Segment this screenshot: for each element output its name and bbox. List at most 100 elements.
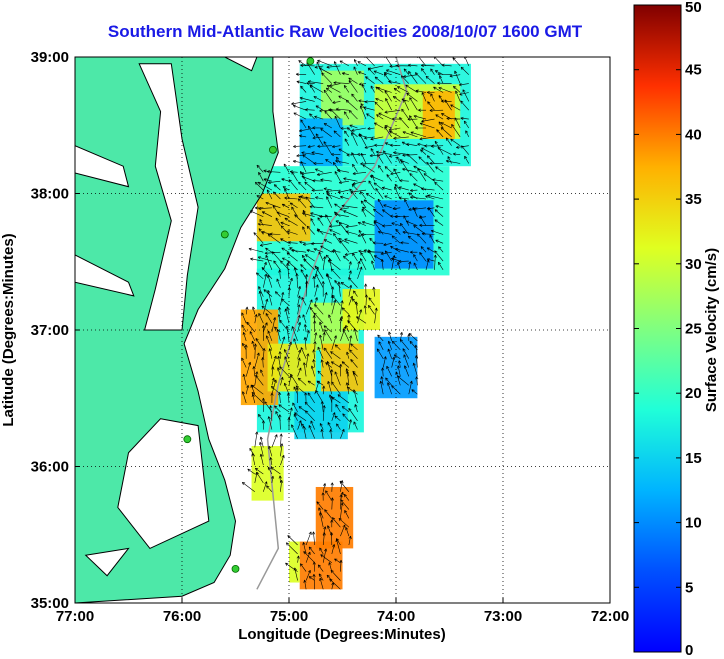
velocity-arrow: [403, 354, 410, 368]
velocity-arrow: [284, 217, 298, 226]
velocity-arrow: [269, 232, 281, 236]
velocity-arrow: [324, 110, 333, 120]
velocity-arrow: [380, 258, 384, 270]
velocity-arrow: [323, 123, 332, 129]
grid-lines: [75, 57, 610, 603]
velocity-arrow: [409, 115, 418, 129]
velocity-arrow: [367, 127, 375, 131]
velocity-arrow: [268, 348, 273, 359]
velocity-cell: [267, 343, 316, 392]
velocity-arrow: [435, 166, 444, 173]
velocity-arrow: [288, 241, 298, 245]
velocity-arrow: [344, 138, 350, 146]
velocity-arrow: [340, 282, 350, 288]
velocity-arrow: [339, 207, 349, 211]
velocity-arrow: [345, 230, 358, 235]
velocity-arrow: [274, 291, 281, 297]
velocity-arrow: [319, 577, 324, 590]
velocity-arrow: [316, 172, 332, 176]
velocity-arrow: [419, 136, 435, 141]
velocity-arrow: [283, 382, 290, 395]
velocity-arrow: [298, 181, 307, 191]
velocity-arrow: [300, 347, 307, 359]
velocity-arrow: [318, 573, 324, 581]
velocity-arrow: [329, 224, 341, 228]
velocity-arrow: [298, 134, 307, 138]
velocity-arrow: [316, 380, 324, 386]
velocity-arrow: [411, 389, 418, 395]
velocity-arrow: [258, 228, 264, 235]
x-tick-label: 76:00: [163, 608, 201, 625]
velocity-arrow: [314, 168, 324, 173]
velocity-arrow: [313, 161, 324, 166]
velocity-arrow: [374, 143, 384, 147]
velocity-arrow: [419, 122, 435, 129]
velocity-arrow: [415, 89, 427, 93]
observation-site: [220, 230, 229, 239]
velocity-arrow: [336, 538, 341, 546]
velocity-arrow: [398, 186, 409, 191]
velocity-arrow: [278, 392, 282, 404]
velocity-arrow: [322, 548, 328, 563]
velocity-arrow: [312, 573, 316, 590]
velocity-arrow: [321, 281, 325, 297]
velocity-arrow: [381, 186, 392, 191]
velocity-arrow: [341, 406, 350, 413]
velocity-arrow: [278, 269, 282, 279]
velocity-arrow: [274, 326, 281, 333]
velocity-arrow: [360, 258, 367, 271]
velocity-arrow: [263, 481, 268, 492]
velocity-arrow: [305, 531, 312, 546]
velocity-arrow: [404, 198, 410, 208]
velocity-arrow: [309, 205, 324, 209]
velocity-arrow: [340, 428, 345, 439]
velocity-arrow: [409, 250, 418, 254]
velocity-arrow: [269, 405, 273, 421]
velocity-arrow: [276, 278, 281, 288]
velocity-arrow: [445, 137, 452, 146]
velocity-arrow: [409, 97, 418, 111]
velocity-arrow: [354, 404, 358, 412]
velocity-arrow: [392, 96, 401, 102]
velocity-arrow: [334, 415, 341, 422]
velocity-arrow: [312, 136, 324, 140]
velocity-arrow: [348, 419, 352, 430]
velocity-arrow: [319, 215, 332, 219]
velocity-arrow: [331, 335, 337, 350]
velocity-arrow: [242, 331, 247, 341]
velocity-arrow: [300, 563, 307, 572]
velocity-arrow: [464, 155, 470, 164]
velocity-arrow: [296, 154, 307, 158]
velocity-arrow: [310, 242, 324, 246]
velocity-arrow: [329, 229, 341, 235]
velocity-arrow: [388, 331, 392, 341]
velocity-arrow: [276, 211, 290, 217]
velocity-arrow: [314, 265, 324, 279]
velocity-arrow: [291, 249, 307, 253]
velocity-arrow: [403, 68, 410, 75]
velocity-arrow: [427, 194, 444, 200]
velocity-arrow: [306, 225, 315, 235]
velocity-arrow: [300, 423, 307, 430]
velocity-arrow: [357, 233, 367, 238]
colorbar-tick-label: 35: [685, 191, 702, 208]
velocity-arrow: [373, 255, 384, 262]
velocity-arrow: [413, 165, 427, 173]
velocity-arrow: [307, 380, 315, 386]
velocity-arrow: [426, 161, 435, 173]
velocity-arrow: [372, 286, 376, 297]
velocity-arrow: [315, 389, 324, 404]
velocity-arrow: [352, 171, 367, 176]
velocity-arrow: [387, 382, 392, 395]
velocity-arrow: [365, 76, 375, 84]
velocity-arrow: [393, 354, 401, 359]
velocity-arrow: [326, 65, 341, 69]
colorbar-tick-label: 25: [685, 321, 702, 338]
velocity-arrow: [330, 482, 334, 492]
velocity-arrow: [261, 305, 273, 315]
velocity-arrow: [300, 85, 307, 93]
velocity-arrow: [435, 114, 444, 120]
velocity-arrow: [441, 113, 452, 120]
velocity-arrow: [259, 243, 272, 247]
velocity-arrow: [394, 186, 401, 200]
